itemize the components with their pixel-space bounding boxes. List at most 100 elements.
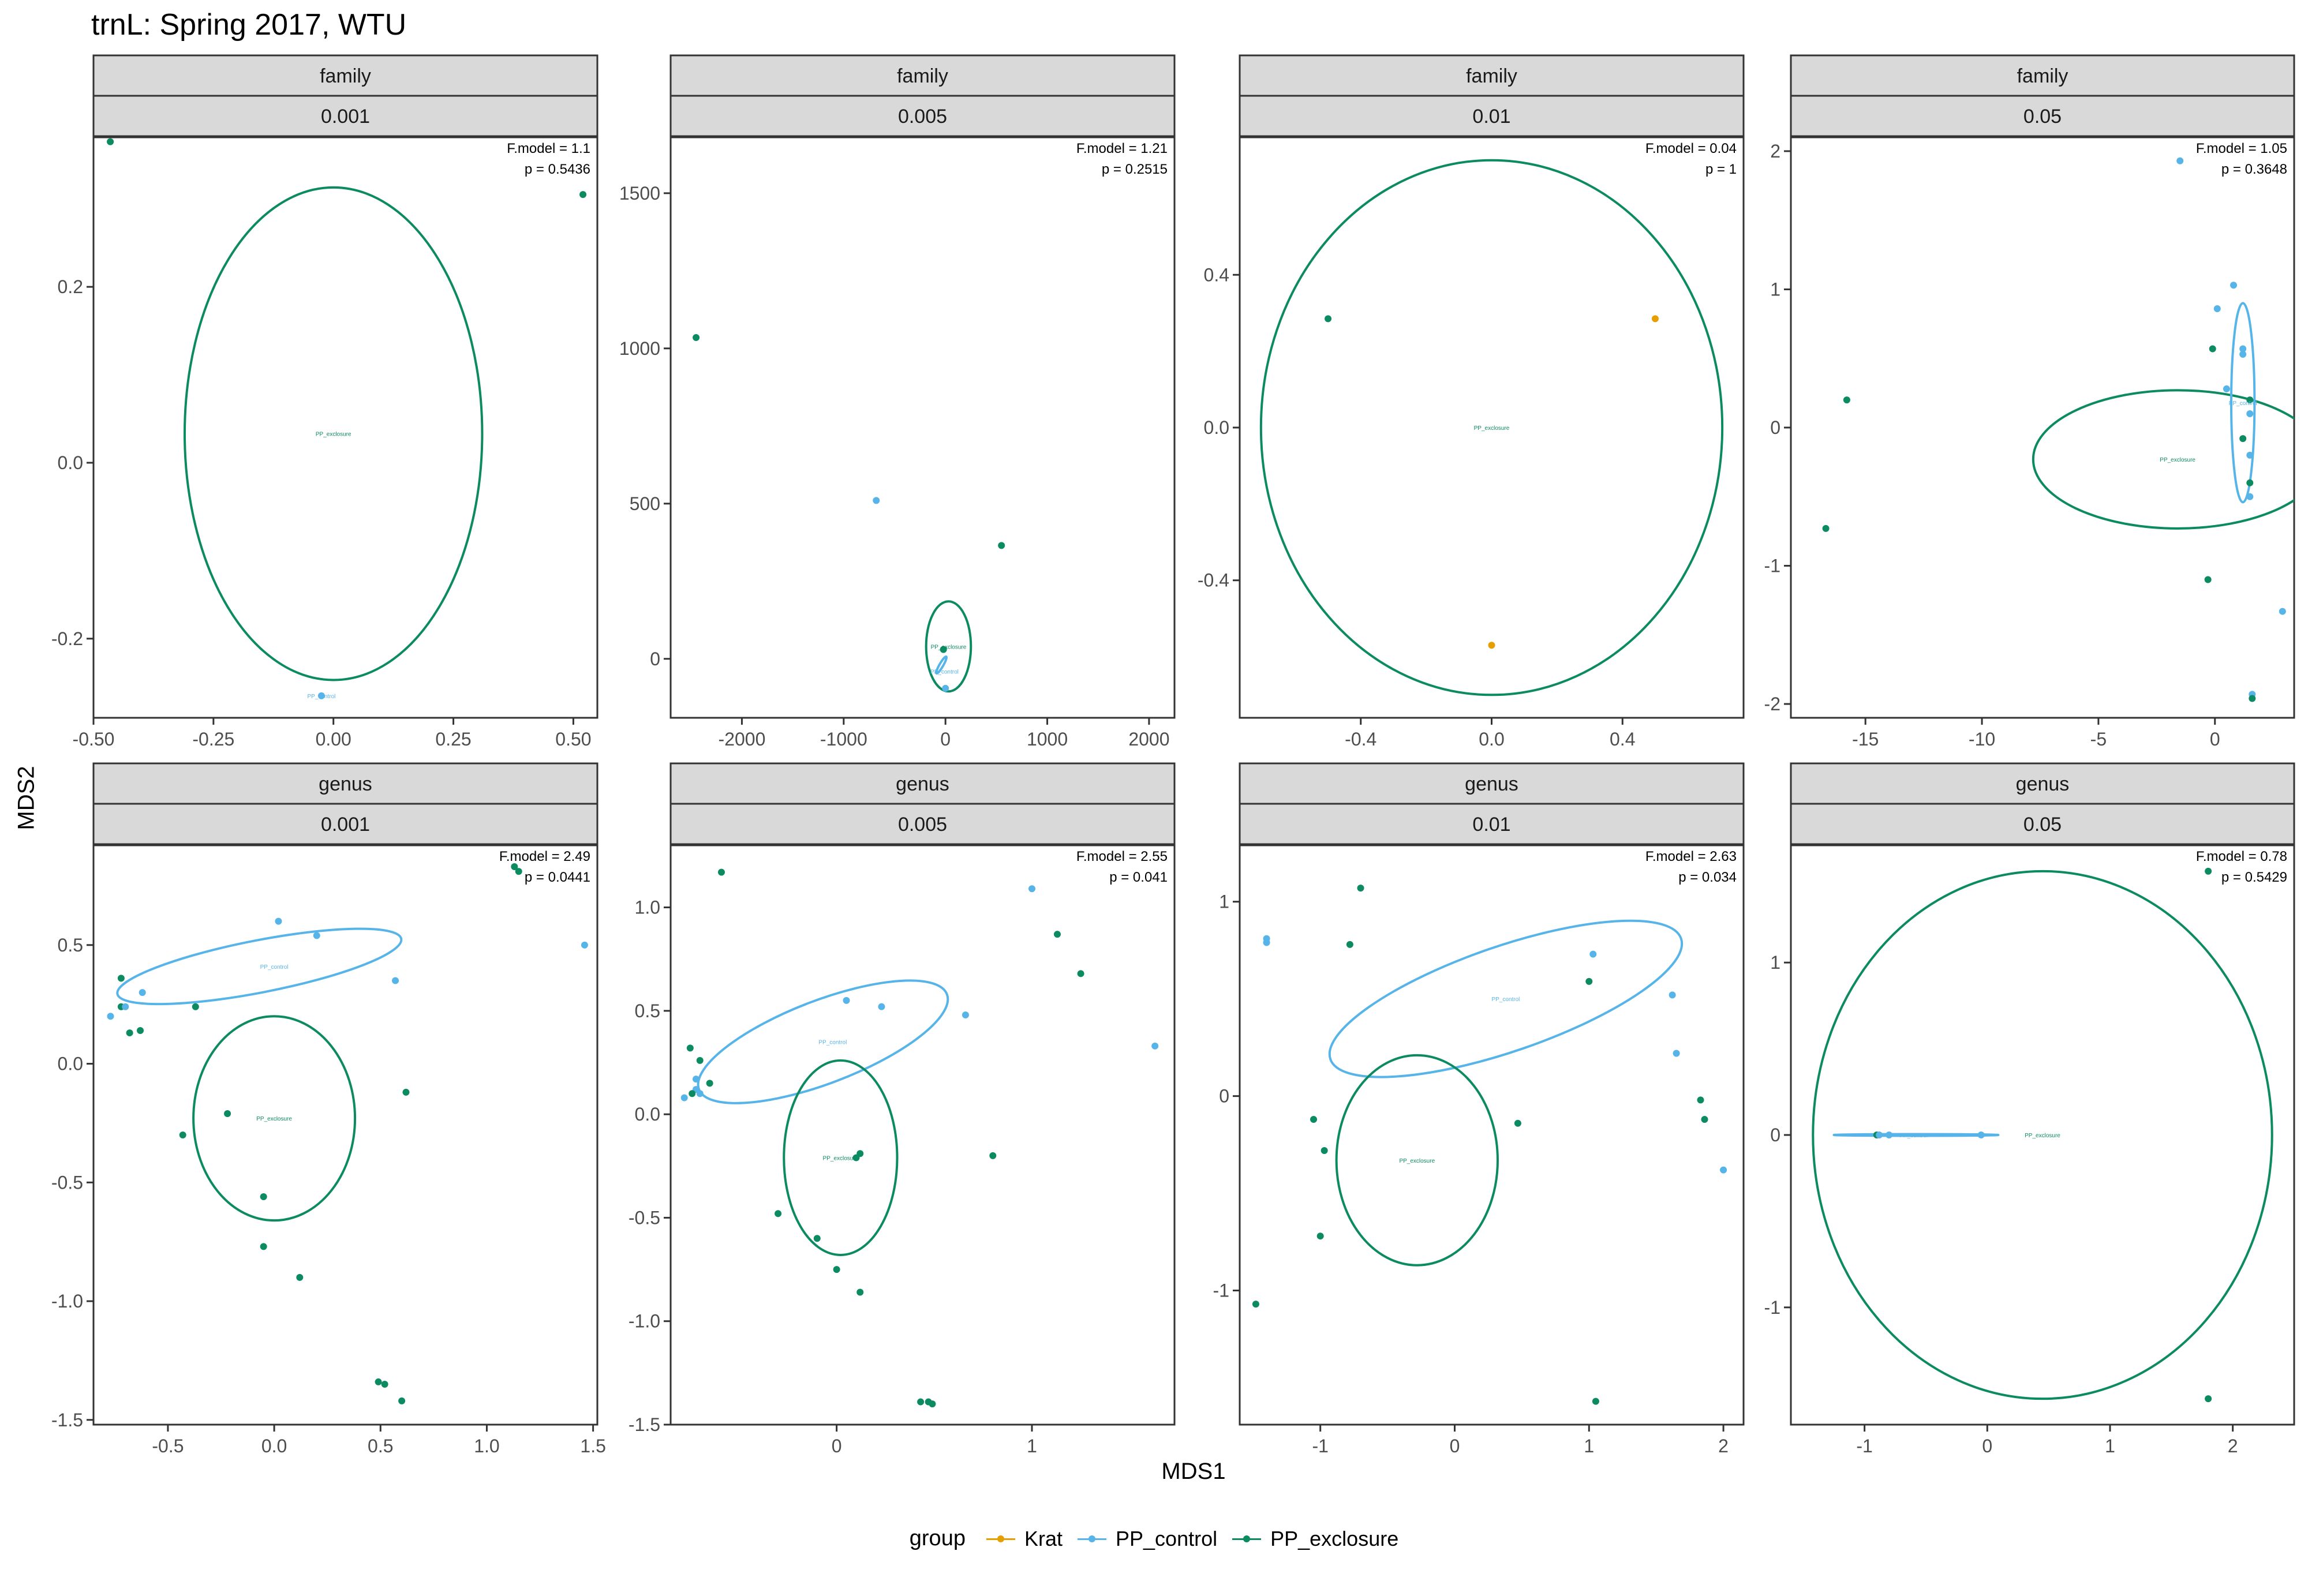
point-pp-exclosure	[375, 1378, 382, 1385]
y-tick-label: 0.5	[58, 935, 83, 956]
strip-bottom-label: 0.005	[898, 106, 947, 128]
group-label-pp-exclosure: PP_exclosure	[1399, 1158, 1435, 1164]
point-pp-exclosure	[1701, 1116, 1708, 1123]
ellipse-pp-exclosure	[1259, 159, 1724, 696]
point-pp-control	[2223, 385, 2230, 392]
x-tick-label: -1000	[820, 729, 867, 750]
group-label-pp-exclosure: PP_exclosure	[2160, 457, 2195, 463]
stat-pvalue: p = 0.0441	[525, 870, 590, 885]
point-pp-control	[1673, 1050, 1680, 1057]
y-tick-label: 1	[1770, 952, 1780, 973]
group-label-pp-control: PP_control	[818, 1040, 847, 1046]
ellipse-pp-exclosure	[2032, 389, 2294, 530]
strip-top-label: family	[2017, 65, 2068, 87]
point-pp-exclosure	[717, 868, 725, 876]
stat-fmodel: F.model = 2.55	[1076, 849, 1168, 864]
point-pp-exclosure	[2205, 1395, 2212, 1403]
point-pp-exclosure	[1077, 970, 1084, 977]
strip-top-label: genus	[1465, 773, 1518, 795]
point-pp-control	[962, 1011, 969, 1019]
x-tick-label: -0.4	[1345, 729, 1376, 750]
point-pp-control	[1669, 991, 1676, 999]
x-tick-label: 0	[2210, 729, 2220, 750]
point-pp-exclosure	[998, 542, 1005, 549]
strip-top-label: family	[320, 65, 371, 87]
point-krat	[1488, 642, 1495, 649]
panel-content: PP_control PP_exclosure	[680, 868, 1159, 1408]
point-pp-exclosure	[179, 1132, 186, 1138]
y-tick-label: 1500	[619, 183, 660, 204]
point-pp-exclosure	[1697, 1096, 1704, 1104]
strip-bottom-label: 0.05	[2023, 106, 2062, 128]
strip-bottom-box	[1790, 95, 2295, 137]
group-label-pp-exclosure: PP_exclosure	[1474, 425, 1510, 432]
legend-key-pp-exclosure	[1232, 1533, 1262, 1545]
strip-top-box	[669, 54, 1176, 97]
point-pp-exclosure	[579, 191, 587, 198]
y-tick-label: 0.0	[635, 1104, 660, 1125]
panel-border	[1790, 136, 2295, 719]
ellipse-pp-control	[1832, 1133, 2000, 1137]
point-pp-exclosure	[1822, 524, 1830, 532]
legend-key-krat	[986, 1533, 1015, 1545]
panel-border	[1239, 844, 1745, 1426]
x-tick-label: -1	[1312, 1436, 1328, 1456]
strip-bottom-box	[1239, 95, 1745, 137]
point-pp-control	[1028, 885, 1035, 893]
x-tick-label: -0.5	[152, 1436, 184, 1456]
ellipse-pp-control	[116, 927, 403, 1006]
legend-label-krat: Krat	[1024, 1526, 1063, 1550]
panel-border	[1239, 136, 1745, 719]
strip-bottom-label: 0.001	[321, 814, 370, 836]
point-pp-control	[581, 941, 588, 949]
strip-top-label: genus	[319, 773, 372, 795]
strip-bottom-box	[1239, 803, 1745, 845]
stat-pvalue: p = 0.2515	[1102, 162, 1168, 177]
y-tick-label: -1.0	[629, 1311, 660, 1332]
stat-pvalue: p = 0.034	[1678, 870, 1737, 885]
y-tick-label: 0	[1770, 417, 1780, 438]
point-pp-exclosure	[1310, 1116, 1318, 1123]
x-tick-label: 2	[1718, 1436, 1729, 1456]
point-pp-control	[392, 977, 399, 984]
panel-content: PP_exclosure PP_control	[693, 334, 1005, 693]
legend-key-pp-control	[1078, 1533, 1106, 1545]
ellipse-pp-exclosure	[783, 1059, 899, 1256]
point-pp-exclosure	[398, 1397, 406, 1404]
legend-item-pp-exclosure: PP_exclosure	[1232, 1527, 1398, 1551]
stat-pvalue: p = 0.041	[1109, 870, 1168, 885]
point-pp-control	[1886, 1132, 1893, 1138]
x-tick-label: 1.5	[580, 1436, 605, 1456]
panel-border	[669, 844, 1176, 1426]
point-pp-exclosure	[511, 863, 518, 871]
stat-fmodel: F.model = 0.78	[2196, 849, 2287, 864]
point-pp-control	[1720, 1166, 1727, 1174]
facet-panel-2: family 0.005 -2000 -1000 0 1000 2000 0 500 1000 15…	[619, 54, 1176, 750]
x-tick-label: 1000	[1027, 729, 1068, 750]
ellipse-pp-exclosure	[1812, 870, 2273, 1400]
point-pp-control	[1876, 1132, 1883, 1138]
y-tick-label: 0	[650, 649, 660, 669]
x-tick-label: 0.5	[368, 1436, 393, 1456]
point-pp-exclosure	[706, 1080, 713, 1087]
y-tick-label: -1	[1764, 1297, 1780, 1318]
point-pp-control	[2239, 351, 2247, 358]
stat-pvalue: p = 1	[1705, 162, 1737, 177]
point-pp-exclosure	[689, 1090, 696, 1097]
point-pp-exclosure	[2204, 576, 2212, 583]
stat-pvalue: p = 0.5429	[2221, 870, 2287, 885]
point-pp-exclosure	[192, 1003, 199, 1010]
facet-panel-6: genus 0.005 0 1 -1.5 -1.0 -0.5 0.0 0.5 1.0 PP_cont…	[629, 762, 1176, 1456]
y-tick-label: 0.5	[635, 1001, 660, 1021]
point-pp-exclosure	[2205, 867, 2212, 875]
legend-item-pp-control: PP_control	[1078, 1527, 1217, 1551]
legend-label-pp-exclosure: PP_exclosure	[1270, 1526, 1399, 1550]
x-tick-label: 0.50	[555, 729, 591, 750]
point-pp-exclosure	[1357, 885, 1364, 892]
chart-title: trnL: Spring 2017, WTU	[91, 8, 407, 42]
point-pp-exclosure	[515, 868, 522, 875]
point-pp-exclosure	[296, 1273, 304, 1281]
point-pp-exclosure	[696, 1056, 704, 1064]
point-pp-control	[139, 989, 146, 996]
point-pp-exclosure	[137, 1026, 144, 1034]
